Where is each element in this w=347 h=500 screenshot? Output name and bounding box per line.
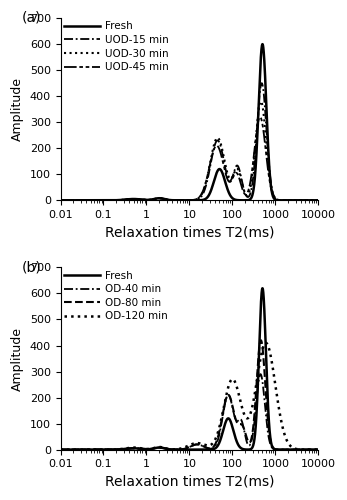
Line: UOD-15 min: UOD-15 min — [60, 83, 319, 200]
UOD-15 min — [157, 195, 161, 201]
X-axis label: Relaxation times T2(ms): Relaxation times T2(ms) — [105, 475, 274, 489]
UOD-15 min — [311, 198, 315, 203]
Fresh — [88, 198, 92, 203]
UOD-15 min — [103, 198, 107, 203]
Fresh — [157, 444, 161, 450]
Line: UOD-30 min: UOD-30 min — [60, 102, 319, 200]
UOD-30 min — [169, 197, 173, 203]
Fresh — [283, 198, 288, 203]
Fresh — [260, 285, 264, 291]
OD-80 min — [259, 338, 263, 344]
OD-40 min — [88, 446, 92, 452]
Line: Fresh: Fresh — [60, 288, 319, 450]
OD-120 min — [264, 340, 268, 346]
Legend: Fresh, UOD-15 min, UOD-30 min, UOD-45 min: Fresh, UOD-15 min, UOD-30 min, UOD-45 mi… — [64, 21, 169, 72]
UOD-45 min — [157, 195, 161, 201]
Line: OD-120 min: OD-120 min — [60, 343, 319, 450]
OD-80 min — [58, 446, 62, 452]
OD-120 min — [316, 446, 321, 452]
OD-120 min — [103, 446, 107, 452]
OD-120 min — [283, 434, 288, 440]
Fresh — [311, 446, 315, 452]
UOD-45 min — [169, 197, 173, 203]
UOD-45 min — [88, 198, 92, 203]
OD-40 min — [103, 446, 107, 452]
UOD-30 min — [157, 195, 161, 201]
OD-80 min — [88, 446, 92, 452]
OD-120 min — [169, 446, 173, 452]
UOD-15 min — [169, 197, 173, 203]
Line: UOD-45 min: UOD-45 min — [60, 117, 319, 200]
Fresh — [157, 195, 161, 201]
OD-40 min — [283, 446, 288, 452]
Fresh — [260, 41, 264, 47]
Y-axis label: Amplitude: Amplitude — [11, 326, 24, 390]
UOD-30 min — [259, 98, 263, 104]
UOD-15 min — [260, 80, 264, 86]
UOD-45 min — [258, 114, 262, 120]
Fresh — [169, 446, 173, 452]
UOD-15 min — [283, 198, 288, 203]
Fresh — [169, 197, 173, 203]
UOD-30 min — [58, 198, 62, 203]
Fresh — [88, 446, 92, 452]
Fresh — [58, 198, 62, 203]
X-axis label: Relaxation times T2(ms): Relaxation times T2(ms) — [105, 226, 274, 239]
OD-40 min — [58, 446, 62, 452]
Line: Fresh: Fresh — [60, 44, 319, 201]
UOD-30 min — [88, 198, 92, 203]
Text: (b): (b) — [22, 260, 42, 274]
UOD-45 min — [283, 198, 288, 203]
Fresh — [103, 446, 107, 452]
UOD-45 min — [58, 198, 62, 203]
Legend: Fresh, OD-40 min, OD-80 min, OD-120 min: Fresh, OD-40 min, OD-80 min, OD-120 min — [64, 270, 168, 322]
Fresh — [103, 198, 107, 203]
Fresh — [311, 198, 315, 203]
UOD-45 min — [316, 198, 321, 203]
OD-120 min — [311, 446, 315, 452]
OD-40 min — [316, 446, 321, 452]
UOD-15 min — [88, 198, 92, 203]
Fresh — [316, 198, 321, 203]
OD-40 min — [169, 446, 173, 452]
OD-40 min — [259, 371, 263, 377]
OD-120 min — [88, 446, 92, 452]
OD-120 min — [58, 446, 62, 452]
Fresh — [283, 446, 288, 452]
OD-40 min — [157, 444, 161, 450]
Y-axis label: Amplitude: Amplitude — [11, 77, 24, 141]
Line: OD-40 min: OD-40 min — [60, 374, 319, 450]
UOD-30 min — [311, 198, 315, 203]
OD-120 min — [157, 444, 161, 450]
OD-80 min — [316, 446, 321, 452]
OD-80 min — [283, 446, 288, 452]
UOD-45 min — [311, 198, 315, 203]
Fresh — [316, 446, 321, 452]
OD-80 min — [103, 446, 107, 452]
UOD-30 min — [283, 198, 288, 203]
UOD-30 min — [316, 198, 321, 203]
OD-80 min — [157, 444, 161, 450]
UOD-45 min — [103, 198, 107, 203]
OD-40 min — [311, 446, 315, 452]
Line: OD-80 min: OD-80 min — [60, 340, 319, 450]
OD-80 min — [311, 446, 315, 452]
UOD-15 min — [58, 198, 62, 203]
OD-80 min — [169, 446, 173, 452]
Text: (a): (a) — [22, 11, 41, 25]
Fresh — [58, 446, 62, 452]
UOD-30 min — [103, 198, 107, 203]
UOD-15 min — [316, 198, 321, 203]
